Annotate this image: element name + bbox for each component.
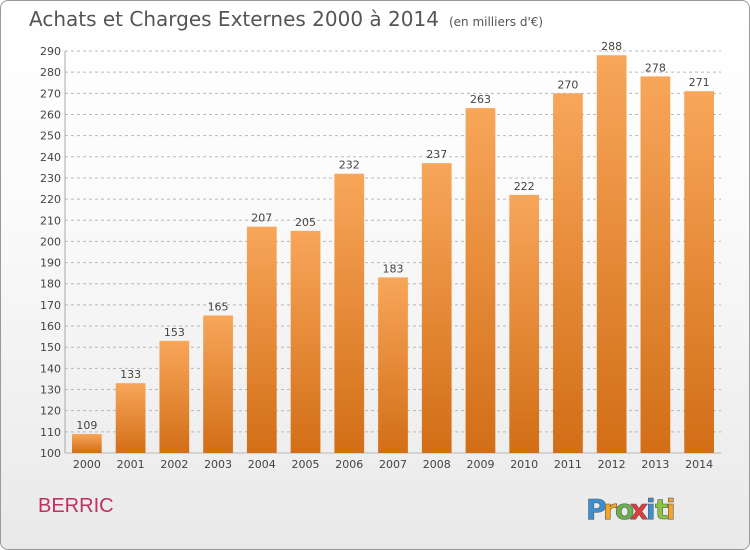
data-label: 165 <box>208 300 229 313</box>
bar-2014 <box>684 91 715 453</box>
y-tick-label: 230 <box>40 172 61 185</box>
y-tick-label: 210 <box>40 214 61 227</box>
logo-letter: x <box>630 493 648 526</box>
y-tick-label: 110 <box>40 426 61 439</box>
data-label: 183 <box>383 262 404 275</box>
chart-subtitle: (en milliers d'€) <box>448 15 544 29</box>
bar-2004 <box>246 226 277 453</box>
x-tick-label: 2005 <box>292 458 320 471</box>
bar-chart: 100 110 120 130 140 150 160 170 180 190 200 210 220 2… <box>40 40 721 471</box>
bar-2003 <box>203 315 233 453</box>
logo-letter: o <box>615 493 634 526</box>
data-label: 153 <box>164 326 185 339</box>
y-tick-label: 180 <box>40 278 61 291</box>
x-tick-label: 2006 <box>335 458 363 471</box>
location-name: BERRIC <box>38 495 114 517</box>
y-tick-label: 160 <box>40 320 61 333</box>
y-tick-label: 280 <box>40 66 61 79</box>
x-tick-label: 2002 <box>160 458 188 471</box>
bar-2013 <box>640 76 671 454</box>
logo-letter: r <box>603 493 617 526</box>
y-tick-label: 120 <box>40 405 61 418</box>
logo-letter: P <box>586 493 607 526</box>
x-tick-label: 2014 <box>685 458 713 471</box>
bar-2007 <box>378 277 408 453</box>
title-row: Achats et Charges Externes 2000 à 2014 (e… <box>29 7 543 31</box>
y-tick-label: 150 <box>40 341 61 354</box>
data-label: 270 <box>557 78 578 91</box>
y-tick-label: 100 <box>40 447 61 460</box>
bar-2011 <box>553 93 583 453</box>
x-tick-label: 2013 <box>641 458 669 471</box>
data-label: 271 <box>689 76 710 89</box>
y-tick-label: 220 <box>40 193 61 206</box>
data-label: 207 <box>251 212 272 225</box>
bar-2009 <box>465 108 496 453</box>
y-tick-label: 200 <box>40 235 61 248</box>
x-tick-label: 2001 <box>117 458 145 471</box>
y-tick-label: 170 <box>40 299 61 312</box>
logo-letter: t <box>655 493 668 526</box>
x-tick-label: 2004 <box>248 458 276 471</box>
data-label: 232 <box>339 159 360 172</box>
data-label: 109 <box>76 419 97 432</box>
bar-2002 <box>159 340 190 453</box>
bar-2005 <box>290 230 321 453</box>
x-tick-label: 2011 <box>554 458 582 471</box>
x-tick-label: 2003 <box>204 458 232 471</box>
x-tick-label: 2008 <box>423 458 451 471</box>
bar-2008 <box>421 163 452 453</box>
logo-letter: i <box>646 493 656 526</box>
y-tick-label: 190 <box>40 257 61 270</box>
chart-title: Achats et Charges Externes 2000 à 2014 <box>29 7 439 31</box>
label-layer: 100 110 120 130 140 150 160 170 180 190 200 210 220 2… <box>40 40 713 471</box>
y-tick-label: 130 <box>40 384 61 397</box>
data-label: 133 <box>120 368 141 381</box>
bar-layer <box>71 55 715 454</box>
data-label: 237 <box>426 148 447 161</box>
bar-2000 <box>71 433 102 453</box>
data-label: 278 <box>645 61 666 74</box>
y-tick-label: 290 <box>40 45 61 58</box>
data-label: 263 <box>470 93 491 106</box>
y-tick-label: 240 <box>40 151 61 164</box>
bar-2012 <box>596 55 627 454</box>
x-tick-label: 2007 <box>379 458 407 471</box>
data-label: 205 <box>295 216 316 229</box>
y-tick-label: 140 <box>40 362 61 375</box>
bar-2010 <box>509 194 540 453</box>
bar-2006 <box>334 173 365 453</box>
logo-letter: i <box>666 493 676 526</box>
bar-2001 <box>115 383 146 453</box>
y-tick-label: 270 <box>40 87 61 100</box>
x-tick-label: 2009 <box>466 458 494 471</box>
y-tick-label: 260 <box>40 108 61 121</box>
x-tick-label: 2012 <box>598 458 626 471</box>
x-tick-label: 2000 <box>73 458 101 471</box>
data-label: 222 <box>514 180 535 193</box>
y-tick-label: 250 <box>40 130 61 143</box>
data-label: 288 <box>601 40 622 53</box>
x-tick-label: 2010 <box>510 458 538 471</box>
